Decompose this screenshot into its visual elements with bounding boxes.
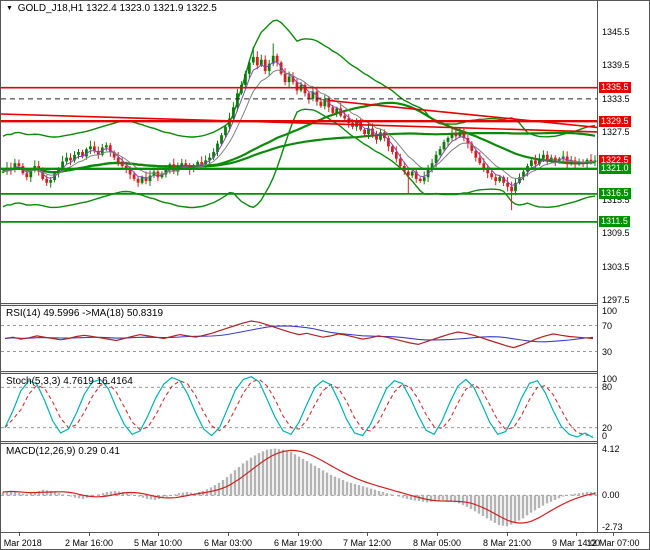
time-tick [437,533,438,536]
main-chart-panel[interactable]: ▼ GOLD_J18,H1 1322.4 1323.0 1321.9 1322.… [1,1,597,303]
price-badge: 1321.0 [599,163,631,175]
indicator-axis-label: 70 [602,320,613,331]
indicator-axis-label: 20 [602,422,613,433]
price-axis-label: 1315.5 [602,194,630,205]
indicator-axis-label: 0 [602,431,608,441]
indicator-axis-label: 30 [602,346,613,357]
panel-splitter[interactable] [1,441,649,444]
time-axis-label: 8 Mar 21:00 [482,538,532,548]
rsi-indicator-label: RSI(14) 49.5996 ->MA(18) 50.8319 [6,308,164,319]
time-axis-label: 12 Mar 07:00 [586,538,640,548]
macd-chart[interactable] [1,444,597,532]
macd-indicator-label: MACD(12,26,9) 0.29 0.41 [6,446,120,457]
time-tick [89,533,90,536]
indicator-axis-label: 4.12 [602,444,620,454]
time-axis-label: 8 Mar 05:00 [412,538,462,548]
time-tick [298,533,299,536]
price-axis-label: 1303.5 [602,261,630,272]
indicator-axis-label: 100 [602,306,618,316]
stochastic-panel[interactable]: Stoch(5,3,3) 4.7619 16.4164 [1,374,597,441]
price-axis-column[interactable]: 1345.5 1339.5 1333.5 1327.5 1315.5 1309.5 1303… [597,1,649,532]
rsi-axis[interactable]: 100 70 30 [598,306,649,371]
rsi-panel[interactable]: RSI(14) 49.5996 ->MA(18) 50.8319 [1,306,597,371]
time-axis[interactable]: 2 Mar 2018 2 Mar 16:00 5 Mar 10:00 6 Mar 03… [0,532,649,549]
time-tick [613,533,614,536]
price-badge: 1329.5 [599,115,631,127]
time-axis-label: 5 Mar 10:00 [133,538,183,548]
chart-dropdown-icon[interactable]: ▼ [6,5,13,12]
price-badge: 1335.5 [599,82,631,94]
candlestick-chart[interactable] [1,1,597,303]
time-axis-label: 7 Mar 12:00 [342,538,392,548]
symbol-name: GOLD_J18,H1 [17,3,84,14]
time-tick [367,533,368,536]
rsi-chart[interactable] [1,306,597,371]
time-axis-label: 6 Mar 03:00 [203,538,253,548]
symbol-ohlc-label: ▼ GOLD_J18,H1 1322.4 1323.0 1321.9 1322.… [6,3,217,14]
time-axis-label: 2 Mar 2018 [0,538,42,548]
panel-splitter[interactable] [1,371,649,374]
time-tick [158,533,159,536]
indicator-axis-label: 80 [602,382,613,393]
stochastic-axis[interactable]: 100 80 20 0 [598,374,649,441]
panel-splitter[interactable] [1,303,649,306]
time-tick [228,533,229,536]
price-axis-label: 1333.5 [602,93,630,104]
macd-axis[interactable]: 4.12 0.00 -2.73 [598,444,649,532]
time-axis-label: 6 Mar 19:00 [273,538,323,548]
macd-panel[interactable]: MACD(12,26,9) 0.29 0.41 [1,444,597,532]
price-badge: 1322.5 [599,154,631,166]
price-axis-label: 1345.5 [602,26,630,37]
time-tick [19,533,20,536]
stochastic-indicator-label: Stoch(5,3,3) 4.7619 16.4164 [6,376,133,387]
price-badge: 1311.5 [599,216,630,228]
stochastic-chart[interactable] [1,374,597,441]
price-axis-label: 1309.5 [602,228,630,239]
indicator-axis-label: 100 [602,374,618,384]
time-tick [507,533,508,536]
price-axis-label: 1327.5 [602,127,630,138]
price-badge: 1316.5 [599,188,631,200]
time-axis-label: 9 Mar 14:00 [551,538,601,548]
indicator-axis-label: -2.73 [602,521,623,532]
price-axis-label: 1297.5 [602,295,630,306]
main-price-axis[interactable]: 1345.5 1339.5 1333.5 1327.5 1315.5 1309.5 1303… [598,1,649,306]
indicator-axis-label: 0.00 [602,490,620,501]
time-tick [576,533,577,536]
price-axis-label: 1339.5 [602,60,630,71]
time-axis-label: 2 Mar 16:00 [64,538,114,548]
symbol-ohlc: 1322.4 1323.0 1321.9 1322.5 [86,3,217,14]
